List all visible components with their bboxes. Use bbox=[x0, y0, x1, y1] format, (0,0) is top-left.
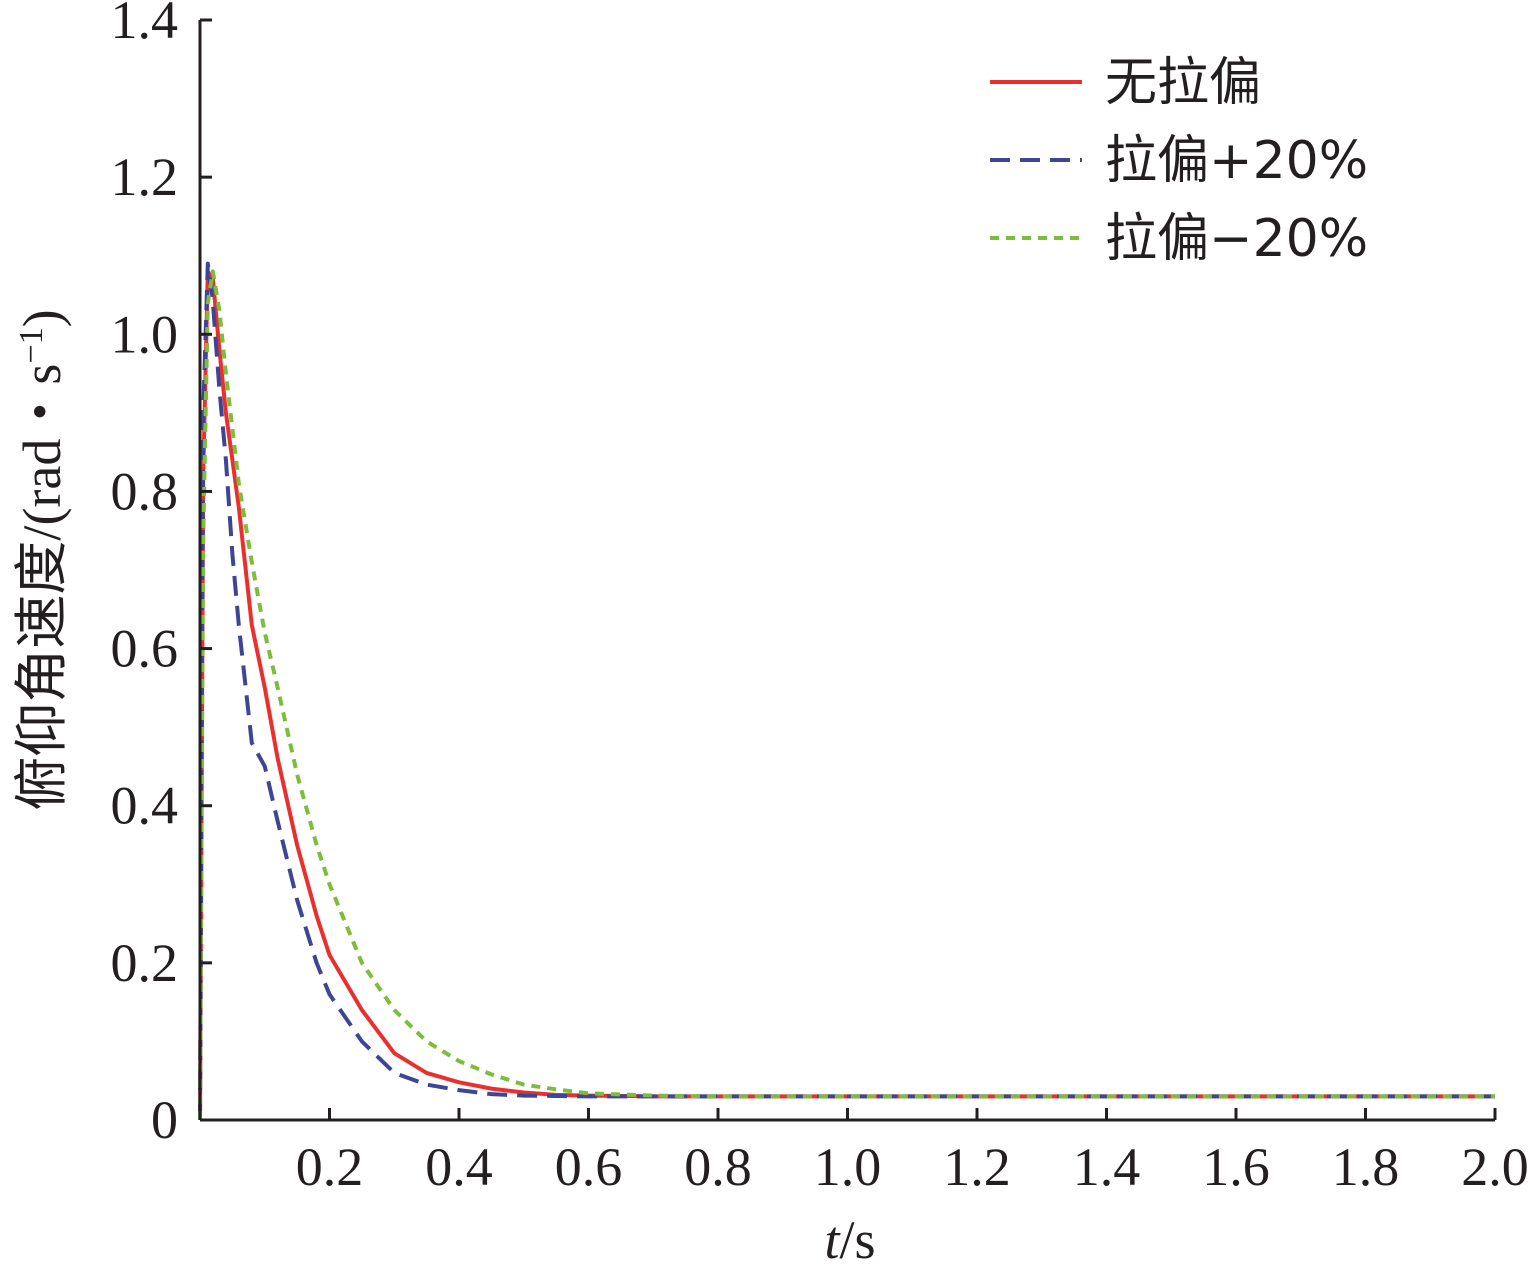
y-tick-label: 0 bbox=[151, 1090, 178, 1150]
y-tick-label: 0.2 bbox=[111, 933, 179, 993]
x-tick-label: 0.6 bbox=[555, 1137, 623, 1197]
y-axis-label: 俯仰角速度/(rad・s−1) bbox=[12, 309, 72, 810]
legend-label: 拉偏+20% bbox=[1105, 131, 1368, 191]
y-tick-label: 1.0 bbox=[111, 304, 179, 364]
y-ticks: 0 0.2 0.4 0.6 0.8 1.0 1.2 1.4 bbox=[111, 0, 212, 1150]
series-line bbox=[198, 269, 1495, 1121]
x-tick-label: 1.0 bbox=[814, 1137, 882, 1197]
series-layer bbox=[198, 261, 1495, 1121]
y-axis-label-main: 俯仰角速度/(rad・s bbox=[12, 364, 72, 811]
x-ticks: 0.2 0.4 0.6 0.8 1.0 1.2 1.4 1.6 1.8 2.0 bbox=[296, 1108, 1529, 1197]
y-tick-label: 0.6 bbox=[111, 619, 179, 679]
x-tick-label: 1.4 bbox=[1073, 1137, 1141, 1197]
x-tick-label: 1.6 bbox=[1202, 1137, 1270, 1197]
x-tick-label: 1.2 bbox=[943, 1137, 1011, 1197]
series-line bbox=[198, 269, 1495, 1121]
x-tick-label: 1.8 bbox=[1332, 1137, 1400, 1197]
x-axis-label-var: t bbox=[824, 1210, 841, 1265]
y-tick-label: 1.2 bbox=[111, 147, 179, 207]
x-tick-label: 0.4 bbox=[425, 1137, 493, 1197]
y-tick-label: 1.4 bbox=[111, 0, 179, 50]
x-axis-label-unit: /s bbox=[839, 1210, 875, 1265]
x-tick-label: 0.2 bbox=[296, 1137, 364, 1197]
y-tick-label: 0.8 bbox=[111, 461, 179, 521]
y-axis-label-sup: −1 bbox=[13, 327, 50, 363]
x-axis-label: t/s bbox=[824, 1210, 875, 1265]
legend-label: 拉偏−20% bbox=[1105, 209, 1368, 269]
y-axis-label-close: ) bbox=[12, 309, 72, 327]
series-line bbox=[198, 261, 1495, 1121]
y-tick-label: 0.4 bbox=[111, 776, 179, 836]
legend-label: 无拉偏 bbox=[1105, 53, 1261, 113]
x-tick-label: 2.0 bbox=[1461, 1137, 1529, 1197]
x-tick-label: 0.8 bbox=[684, 1137, 752, 1197]
